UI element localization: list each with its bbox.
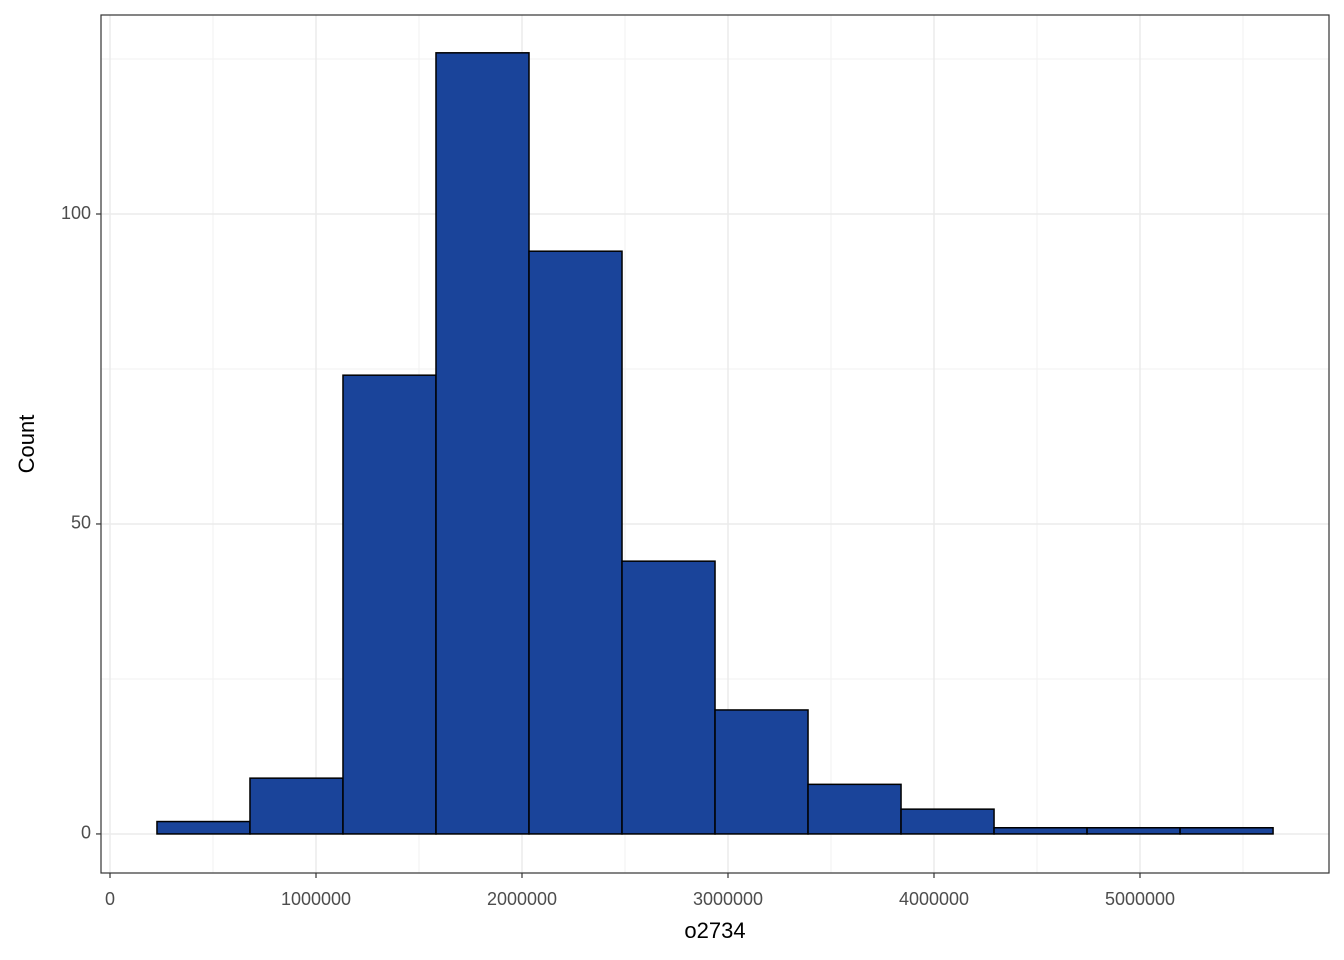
bar [621,560,716,835]
bar [1086,826,1181,835]
bar [900,808,995,835]
bar [528,250,623,835]
panel-border [100,14,1330,874]
bar [435,52,530,835]
bar [714,709,809,835]
y-axis-title: Count [14,415,39,474]
bar [807,783,902,835]
x-tick-label: 0 [105,889,115,909]
bar [249,777,344,835]
y-tick-label: 0 [81,823,91,843]
x-tick-label: 5000000 [1105,889,1175,909]
bar [1179,826,1274,835]
x-tick-label: 4000000 [899,889,969,909]
x-tick-label: 1000000 [281,889,351,909]
x-tick-label: 3000000 [693,889,763,909]
x-axis-title: o2734 [684,918,745,943]
y-tick-label: 50 [71,513,91,533]
y-tick-label: 100 [61,203,91,223]
x-tick-label: 2000000 [487,889,557,909]
bar [342,374,437,835]
bar [156,820,251,835]
bar [993,826,1088,835]
